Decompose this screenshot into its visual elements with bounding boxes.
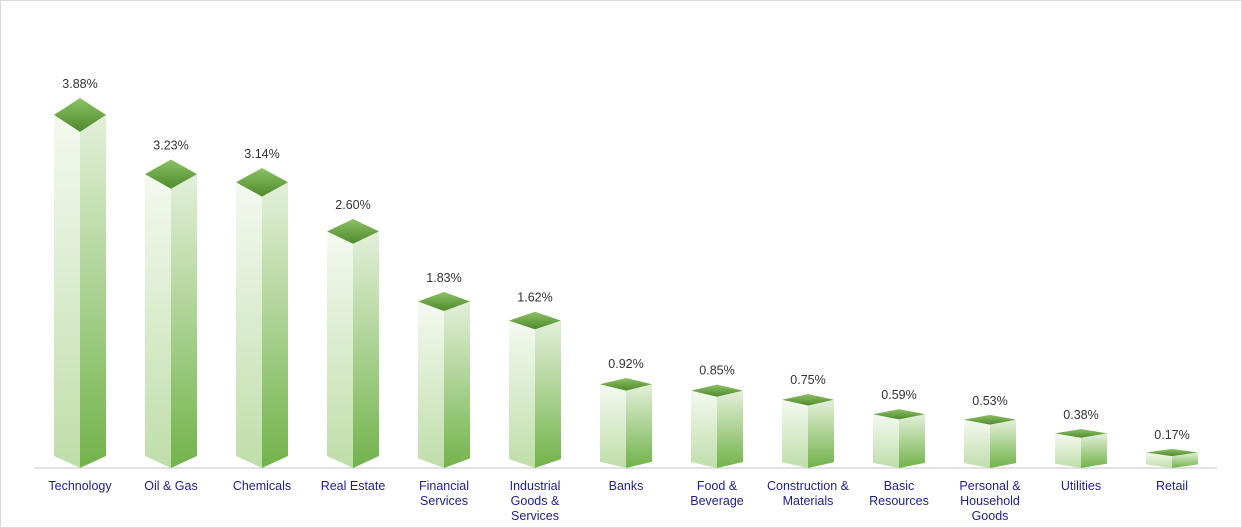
bar-top [236, 167, 288, 197]
bar-right-face [899, 414, 925, 468]
category-label: Goods & [511, 494, 560, 508]
bar-top [873, 409, 925, 420]
data-label: 0.38% [1063, 408, 1098, 422]
bar-right-face [626, 384, 652, 468]
category-label: Services [420, 494, 468, 508]
bar-top [782, 394, 834, 406]
bar-right-face [171, 174, 197, 468]
bar-right-face [808, 399, 834, 468]
bar-left-face [418, 301, 444, 468]
data-label: 2.60% [335, 198, 370, 212]
bar-left-face [964, 419, 990, 468]
data-label: 0.75% [790, 373, 825, 387]
bar-top [964, 414, 1016, 425]
bar-left-face [236, 182, 262, 468]
bar-right-face [535, 320, 561, 468]
bar-top [600, 377, 652, 391]
category-label: Oil & Gas [144, 479, 198, 493]
bar-right-face [80, 114, 106, 469]
data-label: 3.14% [244, 147, 279, 161]
bar-left-face [1146, 452, 1172, 468]
bar-top [509, 311, 561, 330]
bar-top [691, 384, 743, 397]
category-label: Beverage [690, 494, 744, 508]
data-label: 1.83% [426, 271, 461, 285]
category-label: Banks [609, 479, 644, 493]
category-label: Goods [972, 509, 1009, 523]
data-label: 0.92% [608, 357, 643, 371]
bar-left-face [873, 414, 899, 468]
bar-left-face [509, 320, 535, 468]
data-label: 3.88% [62, 77, 97, 91]
bar-right-face [444, 301, 470, 468]
category-label: Resources [869, 494, 929, 508]
bar-top [1055, 429, 1107, 438]
category-label: Financial [419, 479, 469, 493]
bar-right-face [1172, 452, 1198, 468]
category-label: Services [511, 509, 559, 523]
bar-right-face [990, 419, 1016, 468]
bar-left-face [145, 174, 171, 468]
bar-left-face [1055, 433, 1081, 468]
category-label: Personal & [959, 479, 1021, 493]
data-label: 0.53% [972, 394, 1007, 408]
bar-top [1146, 448, 1198, 457]
category-label: Basic [884, 479, 915, 493]
bar-top [145, 159, 197, 189]
data-label: 3.23% [153, 138, 188, 152]
data-label: 1.62% [517, 291, 552, 305]
bar-top [418, 291, 470, 312]
category-label: Technology [48, 479, 112, 493]
category-label: Retail [1156, 479, 1188, 493]
data-label: 0.17% [1154, 428, 1189, 442]
category-label: Materials [783, 494, 834, 508]
bar-right-face [1081, 433, 1107, 468]
bar-left-face [600, 384, 626, 468]
bar-right-face [717, 390, 743, 468]
bar-left-face [782, 399, 808, 468]
data-label: 0.85% [699, 364, 734, 378]
category-label: Construction & [767, 479, 850, 493]
category-label: Food & [697, 479, 738, 493]
bar-top [54, 97, 106, 132]
bar-right-face [353, 231, 379, 468]
category-label: Utilities [1061, 479, 1101, 493]
bar-left-face [691, 390, 717, 468]
category-label: Industrial [510, 479, 561, 493]
data-label: 0.59% [881, 388, 916, 402]
bar-left-face [327, 231, 353, 468]
bar-left-face [54, 114, 80, 469]
bar-top [327, 219, 379, 244]
category-label: Chemicals [233, 479, 291, 493]
bar-right-face [262, 182, 288, 468]
category-label: Real Estate [321, 479, 386, 493]
category-label: Household [960, 494, 1020, 508]
